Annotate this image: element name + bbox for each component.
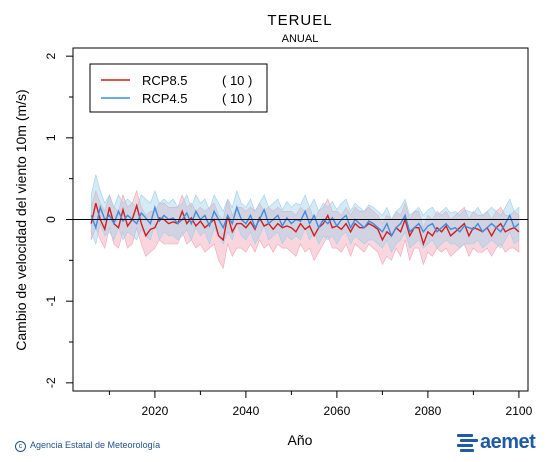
y-axis-label: Cambio de velocidad del viento 10m (m/s) [13, 89, 29, 350]
aemet-logo-icon [457, 434, 478, 452]
x-axis-label: Año [288, 432, 313, 448]
uncertainty-bands [90, 174, 520, 270]
y-tick-label: 2 [44, 53, 58, 60]
legend-count: ( 10 ) [222, 91, 252, 106]
legend-count: ( 10 ) [222, 73, 252, 88]
x-tick-label: 2060 [324, 404, 351, 418]
x-tick-label: 2020 [142, 404, 169, 418]
line-rcp45 [90, 204, 520, 238]
chart-title: TERUEL [267, 12, 333, 29]
y-tick-label: -2 [44, 377, 58, 388]
chart-subtitle: ANUAL [281, 33, 319, 45]
x-tick-label: 2080 [415, 404, 442, 418]
y-tick-label: 0 [44, 216, 58, 223]
y-axis: -2 -1 0 1 2 [44, 53, 73, 388]
copyright-icon: c [15, 441, 26, 452]
x-axis: 2020 2040 2060 2080 2100 [108, 391, 533, 418]
y-tick-label: -1 [44, 296, 58, 307]
y-tick-label: 1 [44, 134, 58, 141]
x-tick-label: 2040 [233, 404, 260, 418]
legend-box [89, 63, 268, 113]
legend: RCP8.5 ( 10 ) RCP4.5 ( 10 ) [89, 63, 268, 113]
x-tick-label: 2100 [506, 404, 533, 418]
line-rcp85 [90, 203, 520, 247]
legend-label: RCP8.5 [142, 73, 188, 88]
agency-credit: c Agencia Estatal de Meteorología [15, 440, 160, 452]
series-lines [90, 203, 520, 247]
aemet-logo-text: aemet [480, 431, 536, 453]
agency-name: Agencia Estatal de Meteorología [30, 440, 161, 450]
legend-label: RCP4.5 [142, 91, 188, 106]
